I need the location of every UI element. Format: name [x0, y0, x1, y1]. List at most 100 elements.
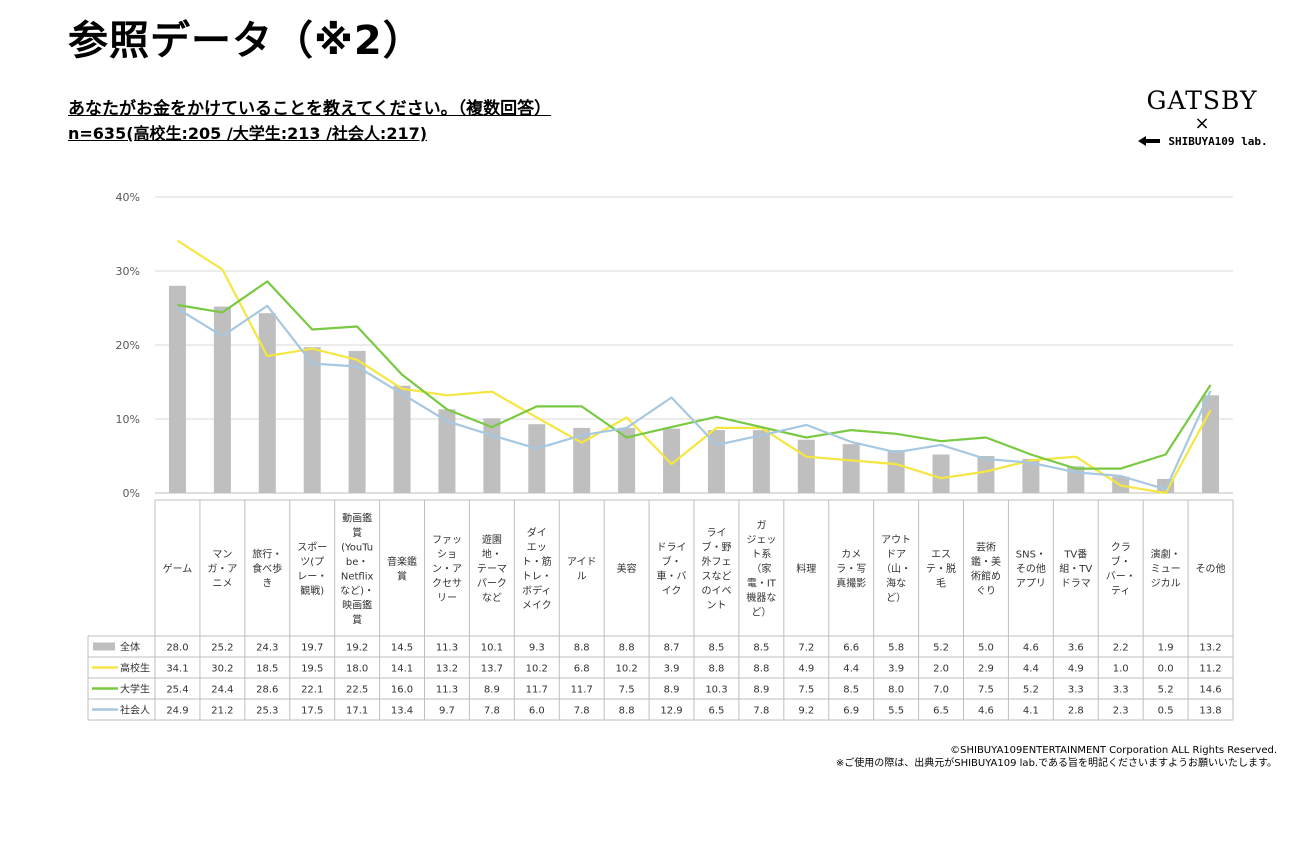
y-tick-label: 40% [116, 191, 140, 204]
category-label: のイベ [701, 585, 731, 597]
category-label: 真撮影 [836, 577, 866, 590]
data-label: 4.9 [1068, 664, 1084, 675]
category-label: ト系 [751, 549, 771, 561]
data-label: 8.8 [574, 643, 590, 654]
data-label: 10.1 [481, 643, 503, 654]
data-label: 8.5 [709, 643, 725, 654]
bar [258, 313, 276, 493]
data-label: 6.9 [843, 706, 859, 717]
data-label: 7.8 [484, 706, 500, 717]
y-tick-label: 0% [123, 487, 140, 500]
category-label: ドライ [657, 541, 687, 553]
category-label: エス [931, 550, 951, 561]
data-label: 7.2 [798, 643, 814, 654]
data-label: 19.2 [346, 643, 368, 654]
category-label: その他 [1016, 562, 1046, 575]
data-label: 3.6 [1068, 643, 1084, 654]
usage-note-line: ※ご使用の際は、出典元がSHIBUYA109 lab.である旨を明記くださいます… [835, 758, 1277, 769]
data-label: 14.1 [391, 664, 413, 675]
gatsby-logo-text: GATSBY [1146, 86, 1258, 115]
bar [483, 418, 501, 493]
category-label: 旅行・ [252, 548, 282, 561]
category-label: カメ [841, 549, 861, 561]
bar [707, 430, 725, 493]
data-label: 28.6 [256, 685, 278, 696]
bar [663, 428, 681, 493]
category-label: ティ [1111, 586, 1130, 597]
data-label: 4.4 [1023, 664, 1039, 675]
data-label: 6.0 [529, 706, 545, 717]
data-label: 4.1 [1023, 706, 1039, 717]
y-tick-label: 30% [116, 265, 140, 278]
data-label: 14.6 [1199, 685, 1221, 696]
data-label: 10.2 [526, 664, 548, 675]
category-label: き [262, 578, 272, 590]
category-label: ン・ア [432, 564, 462, 575]
category-label: マン [212, 550, 232, 561]
data-label: 6.5 [709, 706, 725, 717]
category-label: 賞 [397, 569, 407, 582]
category-label: その他 [1196, 562, 1226, 575]
category-label: ガ [756, 520, 766, 532]
data-label: 2.0 [933, 664, 949, 675]
data-label: 11.2 [1199, 664, 1221, 675]
data-label: 7.8 [753, 706, 769, 717]
data-label: 21.2 [211, 706, 233, 717]
bar [887, 450, 905, 493]
category-label: ファッ [432, 535, 462, 546]
data-label: 0.5 [1158, 706, 1174, 717]
heart-arrow-icon [1138, 136, 1161, 146]
copyright-line: ©SHIBUYA109ENTERTAINMENT Corporation ALL… [950, 745, 1277, 756]
category-label: ント [706, 600, 726, 611]
bar [752, 430, 770, 493]
category-label: ト・筋 [522, 555, 552, 568]
data-label: 3.9 [664, 664, 680, 675]
category-label: ブ・ [662, 555, 682, 568]
data-label: 2.2 [1113, 643, 1129, 654]
data-label: 11.3 [436, 685, 458, 696]
data-label: 5.2 [1158, 685, 1174, 696]
category-label: トレ・ [522, 571, 552, 582]
category-label: 料理 [796, 562, 816, 575]
category-label: ど） [751, 607, 771, 619]
data-label: 11.3 [436, 643, 458, 654]
data-label: 17.5 [301, 706, 323, 717]
category-label: ドラマ [1061, 578, 1091, 590]
data-label: 1.9 [1158, 643, 1174, 654]
bar [528, 424, 546, 493]
data-label: 8.8 [753, 664, 769, 675]
data-label: 4.6 [1023, 643, 1039, 654]
category-label: ニメ [212, 579, 232, 590]
category-label: TV番 [1063, 549, 1087, 561]
data-label: 9.2 [798, 706, 814, 717]
category-label: テ・脱 [926, 562, 956, 575]
category-label: 外フェ [701, 556, 731, 568]
category-label: 映画鑑 [342, 598, 372, 611]
data-label: 24.3 [256, 643, 278, 654]
logo-cross: × [1194, 113, 1210, 134]
data-label: 10.2 [615, 664, 637, 675]
data-label: 18.5 [256, 664, 278, 675]
data-label: 8.0 [888, 685, 904, 696]
data-label: 7.8 [574, 706, 590, 717]
data-label: 25.2 [211, 643, 233, 654]
data-label: 17.1 [346, 706, 368, 717]
category-label: など [482, 592, 502, 604]
category-label: ブ・野 [701, 540, 731, 553]
data-label: 13.8 [1199, 706, 1221, 717]
data-label: 8.8 [619, 643, 635, 654]
data-label: 16.0 [391, 685, 413, 696]
category-label: ボディ [522, 584, 551, 597]
category-label: 食べ歩 [252, 562, 282, 575]
category-label: アプリ [1016, 578, 1046, 590]
data-label: 13.2 [436, 664, 458, 675]
bar [438, 409, 456, 493]
category-label: 動画鑑 [342, 511, 372, 524]
category-label: be・ [346, 557, 369, 568]
data-label: 4.6 [978, 706, 994, 717]
data-label: 5.8 [888, 643, 904, 654]
data-label: 13.7 [481, 664, 503, 675]
category-label: パーク [477, 578, 507, 590]
y-tick-label: 10% [116, 413, 140, 426]
